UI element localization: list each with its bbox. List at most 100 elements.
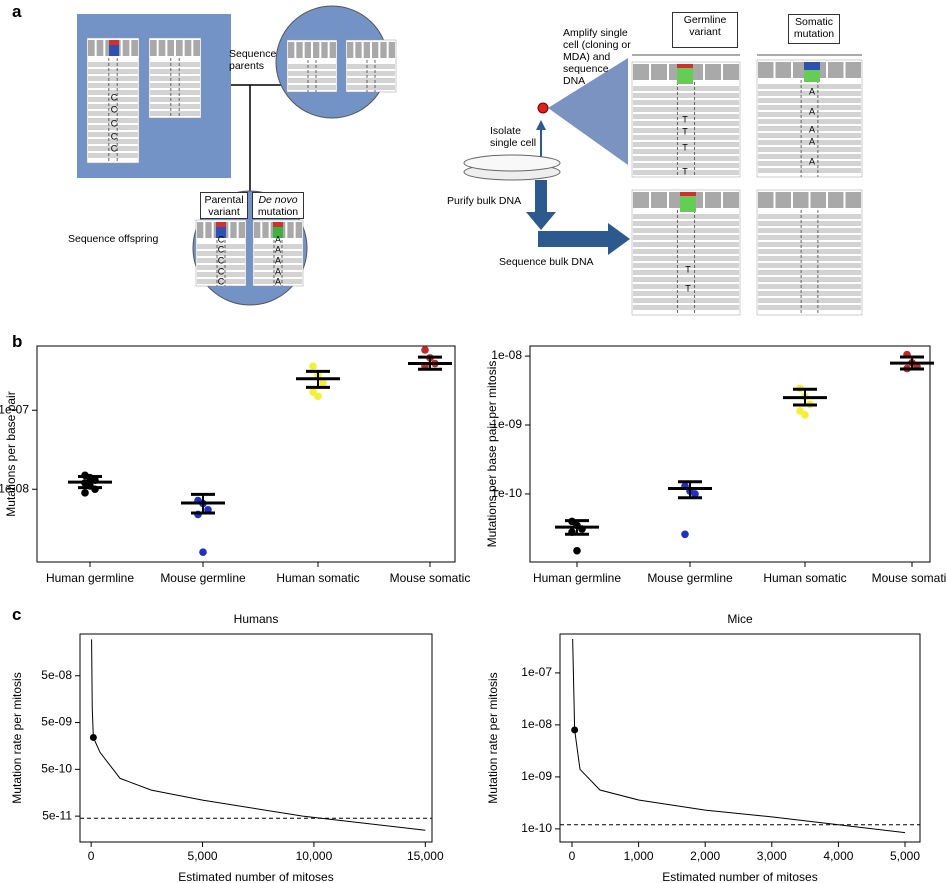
base: A (809, 156, 815, 166)
y-tick-label: 1e-10 (521, 821, 552, 835)
read (150, 104, 200, 109)
igv-header (845, 192, 861, 208)
igv-header (321, 42, 328, 58)
panel-label: a (12, 2, 22, 21)
igv-header (705, 64, 721, 80)
base: A (275, 276, 281, 286)
igv-header (828, 62, 844, 78)
igv-header (347, 42, 354, 58)
point (199, 548, 207, 556)
x-tick-label: Human germline (533, 571, 621, 585)
point (309, 362, 317, 371)
x-tick-label: 0 (569, 849, 576, 863)
read (758, 154, 861, 159)
read (633, 221, 739, 226)
y-tick-label: 1e-08 (491, 348, 522, 362)
base: C (218, 266, 225, 276)
read (633, 142, 739, 147)
igv-header (197, 222, 204, 238)
read (633, 256, 739, 261)
read (150, 62, 200, 67)
read (254, 244, 302, 249)
y-tick-label: 1e-09 (521, 769, 552, 783)
allele (680, 192, 696, 196)
x-tick-label: 5,000 (890, 849, 920, 863)
read (633, 235, 739, 240)
read (197, 244, 245, 249)
arrow-head (536, 120, 546, 130)
read (633, 305, 739, 310)
base: A (275, 234, 281, 244)
base: A (275, 266, 281, 276)
label-box: De novo mutation (252, 192, 304, 219)
igv-header (775, 192, 791, 208)
chart-title: Mice (727, 612, 753, 626)
igv-header (633, 192, 649, 208)
read (254, 265, 302, 270)
annotation: Sequence bulk DNA (499, 256, 594, 268)
y-tick-label: 1e-08 (0, 481, 29, 495)
read (633, 277, 739, 282)
read (150, 69, 200, 74)
x-tick-label: 15,000 (407, 849, 444, 863)
read (633, 128, 739, 133)
read (633, 214, 739, 219)
read (88, 139, 138, 144)
read (758, 126, 861, 131)
read (88, 132, 138, 137)
igv-header (262, 222, 269, 238)
read (633, 249, 739, 254)
igv-header (176, 40, 183, 56)
allele (109, 40, 119, 45)
read (758, 221, 861, 226)
allele (109, 45, 119, 56)
read (758, 270, 861, 275)
base: C (218, 276, 225, 286)
read (633, 263, 739, 268)
read (758, 277, 861, 282)
chart-title: Humans (234, 612, 279, 626)
read (633, 163, 739, 168)
read (288, 78, 336, 83)
base: A (275, 244, 281, 254)
read (758, 98, 861, 103)
x-axis-label: Estimated number of mitoses (662, 870, 817, 883)
panel-label: c (12, 605, 22, 624)
read (254, 279, 302, 284)
base: A (275, 255, 281, 265)
igv-header (388, 42, 395, 58)
read (758, 228, 861, 233)
read (758, 263, 861, 268)
igv-header (633, 64, 649, 80)
igv-header (184, 40, 192, 56)
read (758, 91, 861, 96)
igv-header (205, 222, 212, 238)
read (758, 249, 861, 254)
read (88, 146, 138, 151)
point (571, 726, 579, 734)
igv-header (329, 42, 336, 58)
point (309, 388, 317, 396)
read (758, 84, 861, 89)
x-tick-label: 2,000 (690, 849, 720, 863)
base: T (685, 283, 691, 293)
x-tick-label: Mouse germline (647, 571, 733, 585)
read (758, 119, 861, 124)
read (758, 284, 861, 289)
arrow (538, 223, 630, 255)
read (758, 214, 861, 219)
label-text: mutation (257, 206, 299, 218)
y-tick-label: 5e-09 (41, 715, 72, 729)
dish (463, 154, 561, 172)
x-tick-label: Mouse somatic (390, 571, 471, 585)
read (633, 149, 739, 154)
arrow (526, 180, 556, 230)
igv-header (313, 42, 320, 58)
x-tick-label: 3,000 (757, 849, 787, 863)
read (633, 93, 739, 98)
igv-header (355, 42, 362, 58)
base: T (685, 264, 691, 274)
plot-frame (79, 633, 433, 843)
